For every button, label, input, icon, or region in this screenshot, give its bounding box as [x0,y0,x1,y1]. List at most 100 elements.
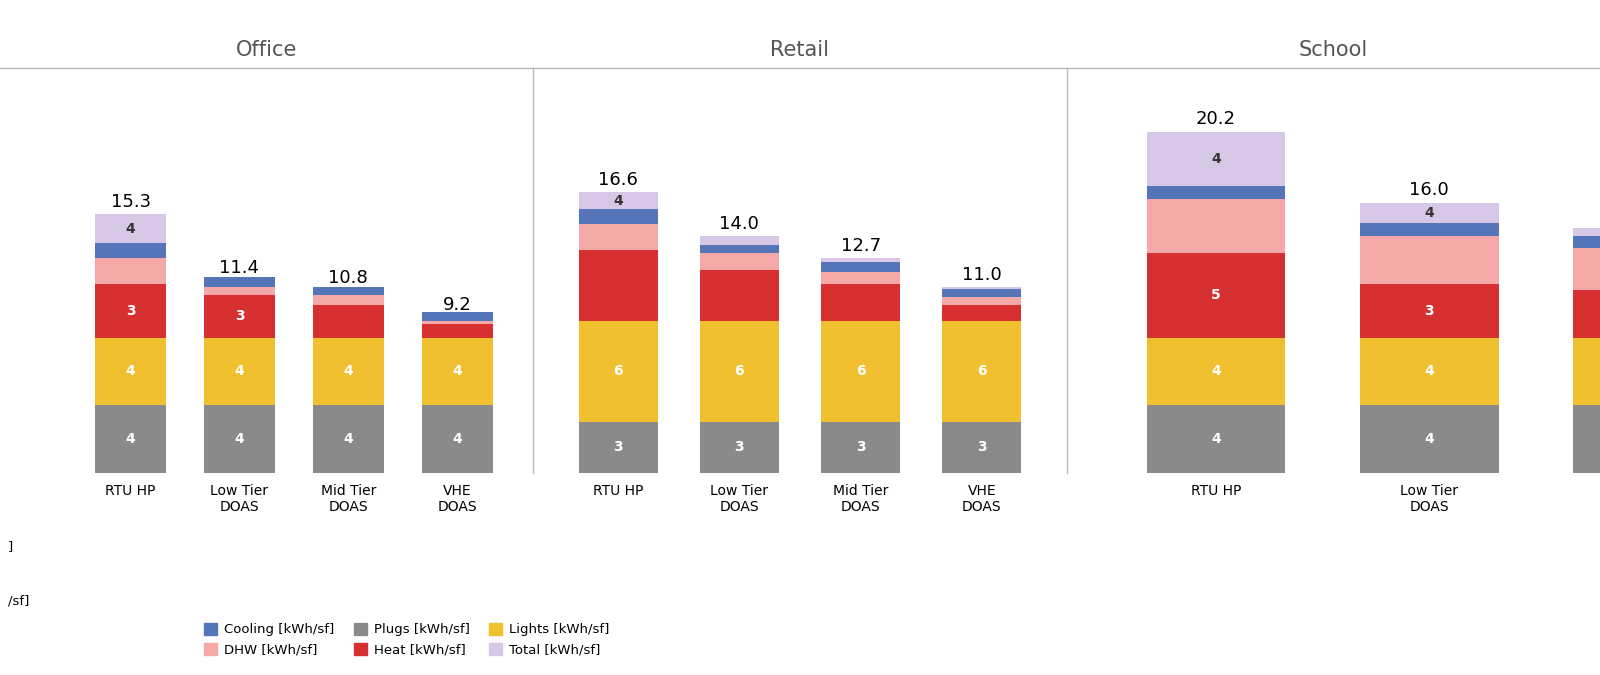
Bar [1147,186,1285,199]
Bar [821,422,899,472]
Bar [701,321,779,422]
Title: Retail: Retail [771,40,829,60]
Text: 4: 4 [126,364,136,378]
Text: 15.3: 15.3 [110,193,150,211]
Bar [579,422,658,472]
Text: 4: 4 [453,432,462,446]
Bar [1573,236,1600,248]
Bar [422,313,493,321]
Bar [701,422,779,472]
Text: 11.0: 11.0 [962,265,1002,284]
Bar [422,405,493,472]
Bar [942,287,1021,289]
Bar [314,296,384,306]
Bar [942,422,1021,472]
Bar [821,259,899,262]
Bar [205,405,275,472]
Bar [579,209,658,225]
Text: 4: 4 [126,221,136,236]
Bar [1147,132,1285,186]
Bar [821,272,899,284]
Bar [1360,223,1499,236]
Bar [579,321,658,422]
Bar [96,338,166,405]
Text: 6: 6 [856,364,866,378]
Bar [1360,338,1499,405]
Text: 3: 3 [235,309,245,323]
Bar [314,306,384,338]
Bar [1360,236,1499,284]
Text: 4: 4 [613,194,622,208]
Text: 4: 4 [235,364,245,378]
Bar [96,259,166,283]
Text: 20.2: 20.2 [1197,110,1235,128]
Text: 3: 3 [734,440,744,454]
Text: 6: 6 [734,364,744,378]
Bar [1360,405,1499,472]
Bar [1573,405,1600,472]
Bar [314,405,384,472]
Bar [942,297,1021,306]
Bar [422,338,493,405]
Bar [205,338,275,405]
Bar [314,287,384,296]
Bar [422,324,493,338]
Bar [1573,248,1600,290]
Bar [96,243,166,259]
Bar [205,296,275,338]
Bar [942,289,1021,297]
Text: 16.0: 16.0 [1410,181,1450,199]
Text: 12.7: 12.7 [840,237,880,255]
Text: 4: 4 [1424,364,1434,378]
Text: 4: 4 [126,432,136,446]
Bar [1147,405,1285,472]
Text: 5: 5 [1211,288,1221,302]
Legend: Cooling [kWh/sf], DHW [kWh/sf], Plugs [kWh/sf], Heat [kWh/sf], Lights [kWh/sf], : Cooling [kWh/sf], DHW [kWh/sf], Plugs [k… [198,618,614,662]
Bar [96,215,166,243]
Bar [942,321,1021,422]
Text: 16.6: 16.6 [598,171,638,189]
Bar [1573,338,1600,405]
Bar [579,192,658,209]
Text: 10.8: 10.8 [328,269,368,287]
Bar [1573,290,1600,338]
Text: 4: 4 [1211,432,1221,446]
Title: School: School [1299,40,1368,60]
Bar [821,262,899,272]
Text: 3: 3 [978,440,987,454]
Bar [1147,338,1285,405]
Bar [205,287,275,296]
Bar [701,253,779,270]
Text: 14.0: 14.0 [720,215,760,233]
Bar [96,284,166,338]
Bar [701,236,779,245]
Text: 3: 3 [1424,304,1434,317]
Bar [942,306,1021,321]
Text: 4: 4 [453,364,462,378]
Bar [1147,253,1285,338]
Bar [1360,284,1499,338]
Bar [422,321,493,324]
Text: ]: ] [8,540,13,553]
Text: 4: 4 [1424,206,1434,219]
Bar [1147,199,1285,253]
Text: 3: 3 [856,440,866,454]
Bar [821,284,899,321]
Bar [314,338,384,405]
Text: 4: 4 [1211,152,1221,165]
Bar [1360,202,1499,223]
Bar [701,245,779,253]
Bar [1573,228,1600,236]
Text: 4: 4 [1424,432,1434,446]
Text: 11.4: 11.4 [219,259,259,277]
Text: 6: 6 [613,364,622,378]
Bar [205,277,275,287]
Bar [701,270,779,321]
Bar [579,250,658,321]
Text: 3: 3 [613,440,622,454]
Text: 3: 3 [126,304,136,317]
Bar [96,405,166,472]
Text: 4: 4 [235,432,245,446]
Text: /sf]: /sf] [8,594,29,608]
Text: 9.2: 9.2 [443,296,472,314]
